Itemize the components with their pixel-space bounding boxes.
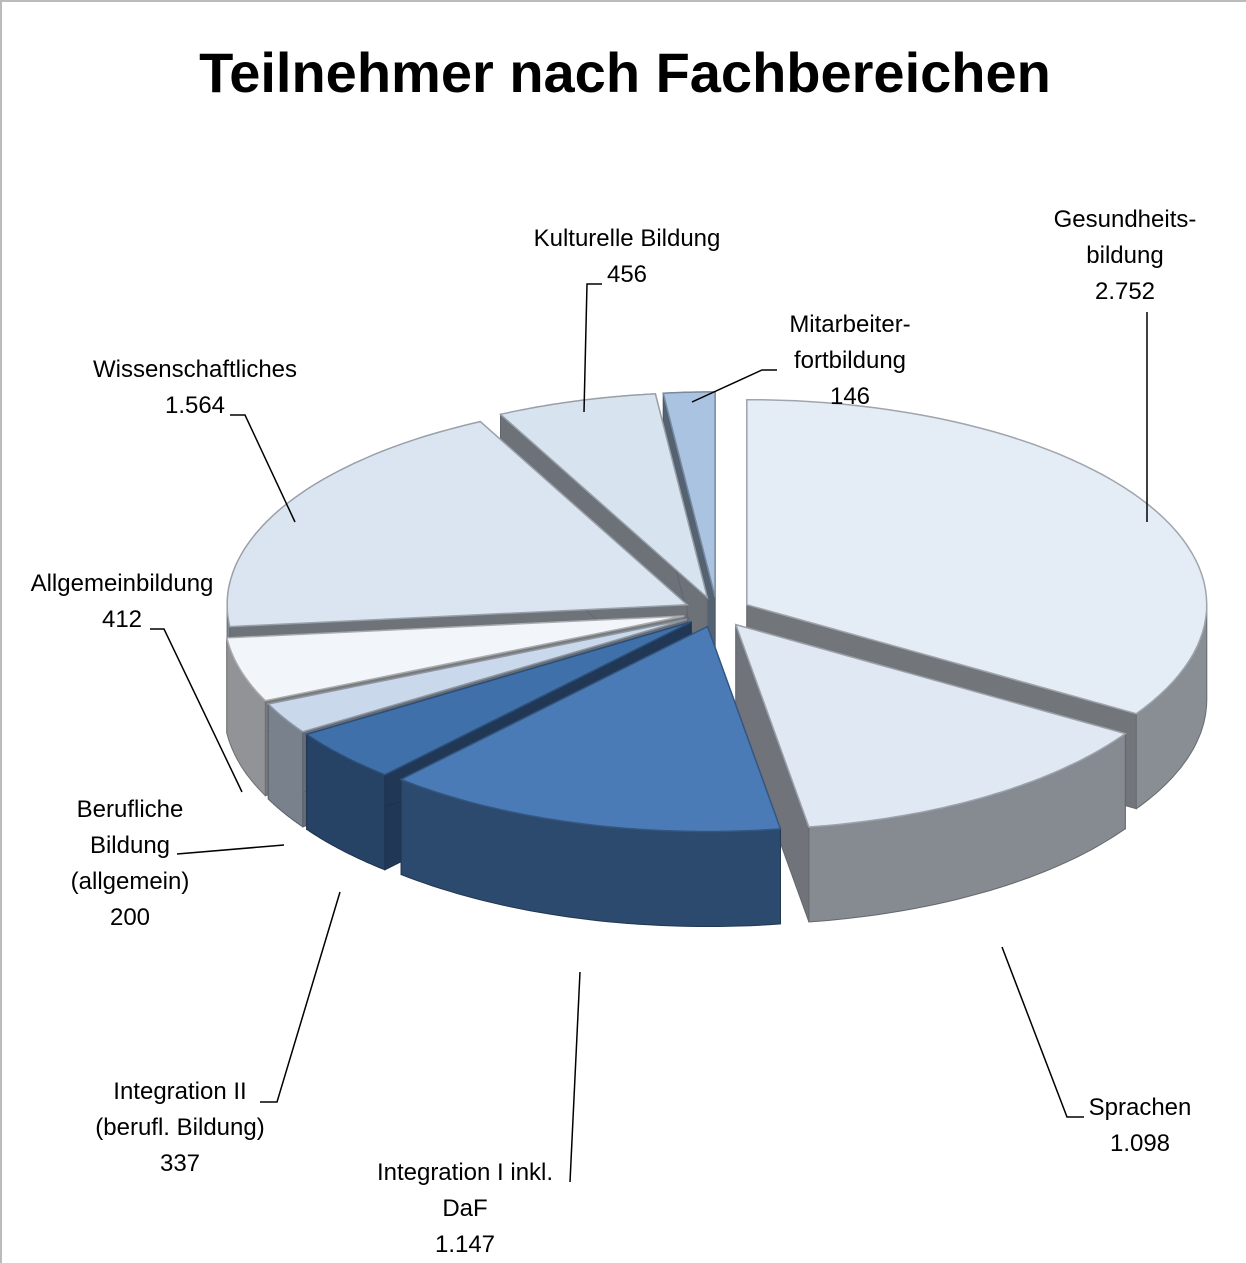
value-label: 1.147 [434,1231,496,1258]
leader-line [583,283,602,413]
leader-line [691,369,777,403]
leader-line [569,971,581,1183]
value-label: 1.564 [164,392,226,419]
slice [304,621,692,776]
leader-line [230,414,296,523]
leader-line [176,844,285,855]
slice-label: Gesundheits- bildung [1053,206,1197,269]
slice-label: Integration II (berufl. Bildung) [95,1078,265,1141]
slice-label: Allgemeinbildung [30,570,214,597]
slice-label: Berufliche Bildung (allgemein) [70,796,190,895]
value-label: 337 [159,1150,201,1177]
value-label: 1.098 [1109,1130,1171,1157]
value-label: 2.752 [1094,278,1156,305]
slice [498,393,709,600]
slice-label: Sprachen [1088,1094,1192,1121]
slice [266,618,688,733]
slice [662,391,716,598]
slice [746,398,1208,715]
slice [399,625,782,833]
slice-label: Integration I inkl. DaF [376,1159,554,1222]
chart-title: Teilnehmer nach Fachbereichen [199,41,1051,104]
leader-line [260,891,341,1103]
value-label: 146 [829,383,871,410]
slice-label: Kulturelle Bildung [533,225,721,252]
leader-lines [150,283,1148,1183]
slices [225,391,1208,927]
value-label: 456 [606,261,648,288]
value-label: 200 [109,904,151,931]
slice-label: Mitarbeiter- fortbildung [789,311,911,374]
slice-label: Wissenschaftliches [92,356,298,383]
leader-line [1001,946,1084,1118]
value-label: 412 [101,606,143,633]
slice [225,615,685,702]
leader-line [150,628,243,793]
slice [226,420,689,628]
slice [734,623,1128,828]
